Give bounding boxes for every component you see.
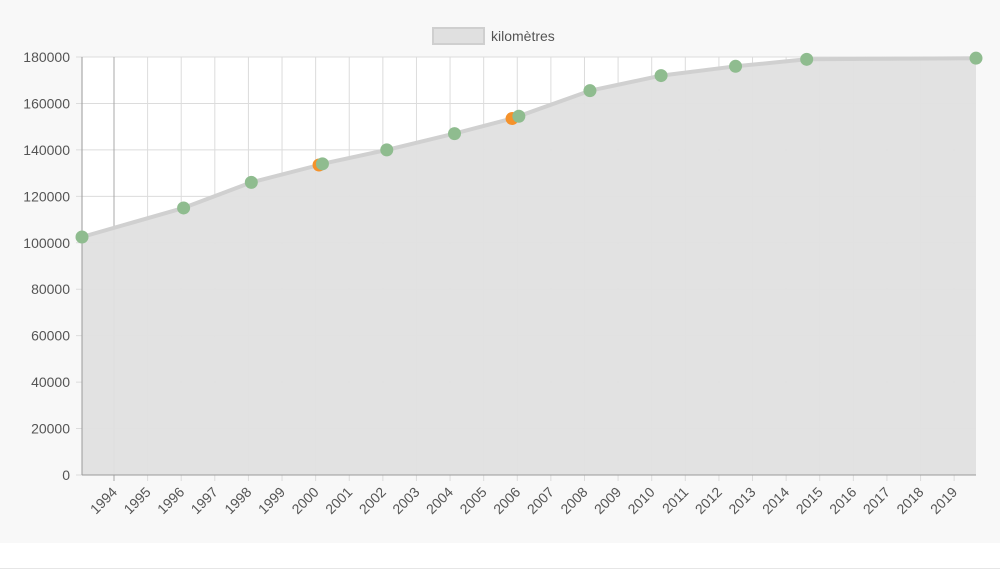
- x-tick-label: 2011: [659, 484, 692, 517]
- x-tick-label: 2007: [524, 484, 557, 517]
- x-tick-label: 2017: [860, 484, 893, 517]
- data-point: [75, 230, 89, 244]
- data-point: [315, 157, 329, 171]
- x-tick-label: 2010: [624, 484, 657, 517]
- x-tick-label: 2019: [927, 484, 960, 517]
- x-tick-label: 2003: [389, 484, 422, 517]
- data-point: [512, 109, 526, 123]
- data-point: [969, 51, 983, 65]
- x-tick-label: 1996: [154, 484, 187, 517]
- x-tick-label: 1997: [188, 484, 221, 517]
- x-tick-label: 2014: [759, 484, 792, 517]
- x-tick-label: 1994: [87, 484, 120, 517]
- series-area: [81, 56, 977, 475]
- x-tick-label: 2006: [490, 484, 523, 517]
- data-point: [448, 127, 461, 141]
- y-tick-label: 80000: [31, 281, 70, 297]
- bottom-divider: [0, 568, 1000, 569]
- x-tick-label: 2016: [826, 484, 859, 517]
- y-tick-label: 40000: [31, 374, 70, 390]
- data-point: [177, 201, 191, 215]
- x-tick-label: 2002: [356, 484, 389, 517]
- x-tick-label: 2015: [793, 484, 826, 517]
- x-tick-label: 2013: [725, 484, 758, 517]
- x-tick-label: 2018: [893, 484, 926, 517]
- y-tick-label: 180000: [23, 49, 70, 65]
- y-tick-label: 100000: [23, 235, 70, 251]
- series-line: [81, 56, 977, 239]
- x-tick-label: 2000: [288, 484, 321, 517]
- y-tick-label: 140000: [23, 142, 70, 158]
- y-tick-label: 60000: [31, 328, 70, 344]
- y-tick-label: 120000: [23, 188, 70, 204]
- legend-swatch: [432, 27, 485, 45]
- x-tick-label: 2001: [322, 484, 355, 517]
- data-point: [244, 175, 258, 189]
- y-tick-label: 20000: [31, 421, 70, 437]
- data-point: [729, 59, 743, 73]
- series-area-fill: [82, 58, 976, 475]
- legend-label: kilomètres: [491, 28, 555, 44]
- x-tick-label: 1998: [221, 484, 254, 517]
- data-point: [380, 143, 394, 157]
- x-tick-label: 2008: [557, 484, 590, 517]
- x-tick-label: 2012: [692, 484, 725, 517]
- data-point: [800, 52, 814, 66]
- data-point: [583, 84, 597, 98]
- x-tick-label: 1995: [120, 484, 153, 517]
- y-tick-label: 160000: [23, 95, 70, 111]
- x-tick-label: 2004: [423, 484, 456, 517]
- x-tick-label: 2009: [591, 484, 624, 517]
- y-tick-label: 0: [62, 467, 70, 483]
- legend[interactable]: kilomètres: [432, 27, 555, 45]
- data-point: [654, 69, 668, 83]
- x-tick-label: 1999: [255, 484, 288, 517]
- x-tick-label: 2005: [456, 484, 489, 517]
- data-points: [75, 51, 983, 244]
